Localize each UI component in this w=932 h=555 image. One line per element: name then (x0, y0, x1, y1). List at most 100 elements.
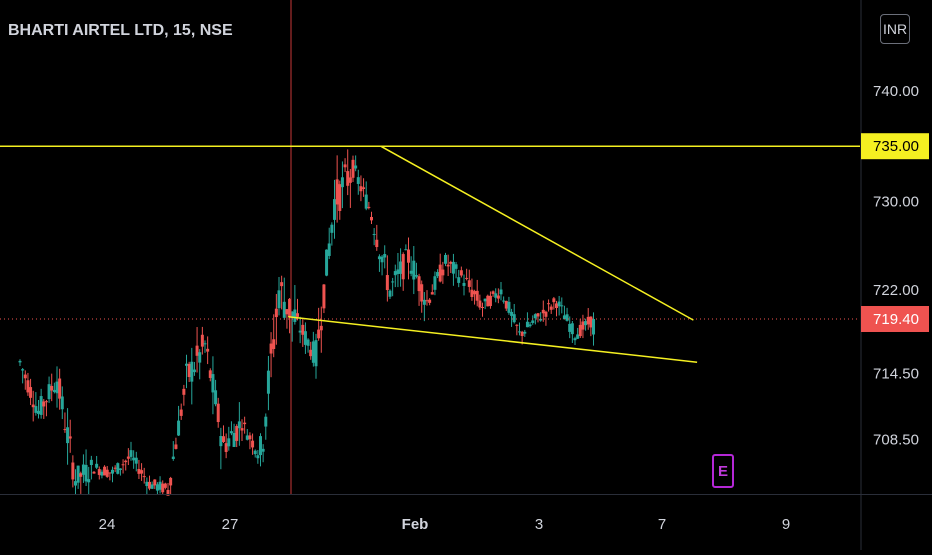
candle (95, 455, 99, 470)
candle (576, 327, 580, 339)
candle (293, 285, 297, 325)
candle (317, 307, 321, 341)
currency-button[interactable]: INR (880, 14, 910, 44)
candle (470, 278, 474, 301)
candle (288, 297, 292, 334)
candle (547, 299, 551, 312)
candle (465, 268, 469, 281)
candle (518, 322, 521, 336)
earnings-e-icon[interactable]: E (712, 454, 734, 488)
candle (359, 175, 363, 202)
candle (584, 318, 588, 331)
candle (166, 482, 170, 496)
candle (153, 479, 157, 490)
candle (177, 405, 181, 436)
candle (134, 451, 138, 472)
candle (37, 399, 40, 419)
candle (377, 254, 381, 272)
candle (309, 341, 313, 360)
candle (129, 441, 133, 461)
candle (335, 155, 339, 223)
y-tick-label: 722.00 (873, 282, 919, 299)
x-tick-label: 24 (99, 516, 116, 533)
candle (549, 304, 553, 314)
candle (454, 261, 458, 279)
candle (457, 269, 461, 288)
candle (179, 403, 183, 420)
candle (459, 266, 463, 278)
candle (544, 310, 548, 326)
candle (356, 169, 360, 195)
candle (232, 423, 236, 448)
candle (552, 296, 556, 310)
candle (219, 427, 223, 470)
candle (137, 459, 141, 480)
candle (71, 455, 75, 488)
y-tick-label: 740.00 (873, 83, 919, 100)
candle (409, 256, 413, 277)
candle (272, 314, 276, 358)
candle (203, 340, 207, 353)
candle (446, 254, 450, 277)
candle (195, 327, 199, 373)
candle (504, 300, 508, 311)
x-tick-label: Feb (402, 516, 429, 533)
candle (481, 302, 484, 317)
candle (301, 318, 305, 347)
candle (63, 412, 67, 433)
lower-trendline[interactable] (288, 316, 698, 363)
candle (23, 370, 27, 390)
overlay-layer (0, 0, 860, 494)
y-tick-label: 730.00 (873, 194, 919, 211)
candle (198, 349, 202, 380)
candle (251, 433, 255, 455)
candle (322, 284, 326, 314)
candle (171, 441, 175, 461)
candle (502, 296, 506, 304)
candle (303, 322, 307, 354)
candle (541, 300, 545, 322)
candle (229, 421, 233, 436)
candle (536, 312, 540, 323)
candle (351, 155, 355, 182)
candle (555, 300, 558, 317)
candle (327, 227, 331, 260)
candle (438, 253, 442, 283)
candle (145, 477, 149, 494)
candle (290, 311, 294, 342)
candle (565, 307, 569, 322)
candle (333, 179, 336, 239)
candle (100, 469, 104, 479)
symbol-title[interactable]: BHARTI AIRTEL LTD, 15, NSE (8, 22, 233, 39)
candle (97, 466, 101, 480)
candle (285, 309, 289, 329)
upper-trendline[interactable] (380, 145, 694, 321)
candle (31, 390, 35, 422)
candle (478, 294, 482, 310)
candle (475, 279, 479, 307)
candle (142, 467, 146, 484)
candle (182, 384, 186, 406)
candle (330, 222, 334, 246)
candle (340, 161, 344, 209)
candle (578, 318, 582, 339)
candle (26, 372, 30, 396)
candle (488, 291, 492, 309)
candle (364, 181, 368, 211)
candle (222, 425, 225, 444)
candle (436, 269, 440, 279)
candle (531, 315, 535, 325)
candle (348, 168, 352, 208)
candle (557, 295, 561, 316)
candle (235, 424, 239, 448)
candle (105, 465, 109, 478)
candle (533, 313, 537, 325)
candle (362, 178, 366, 197)
candle (118, 468, 122, 476)
candle (430, 284, 434, 295)
candle (39, 388, 43, 419)
candle (380, 254, 384, 276)
candle (187, 361, 191, 382)
